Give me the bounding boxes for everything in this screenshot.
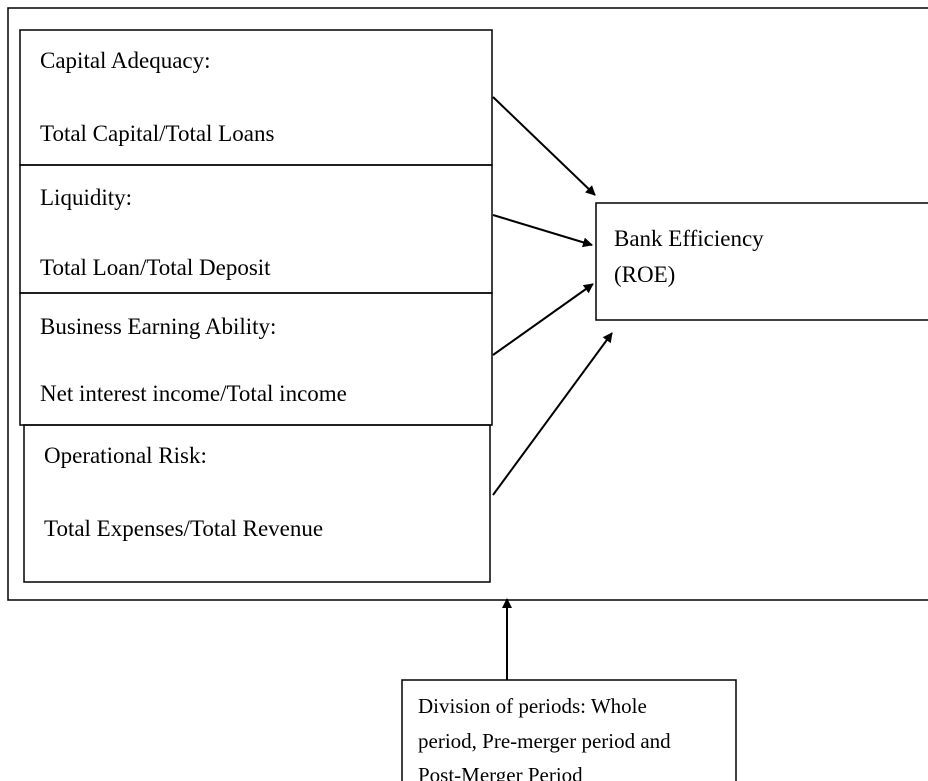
outcome-box — [595, 202, 928, 321]
input-formula: Net interest income/Total income — [40, 381, 347, 406]
input-title: Liquidity: — [40, 185, 132, 210]
arrow — [492, 214, 593, 248]
moderator-text: Division of periods: Whole — [418, 694, 647, 718]
arrow — [492, 96, 596, 196]
outcome-text: Bank Efficiency — [614, 226, 764, 251]
arrow — [492, 283, 594, 356]
input-box — [23, 424, 491, 583]
input-formula: Total Expenses/Total Revenue — [44, 516, 323, 541]
moderator-box — [401, 679, 737, 781]
input-title: Capital Adequacy: — [40, 48, 211, 73]
outcome-text: (ROE) — [614, 262, 675, 287]
moderator-text: period, Pre-merger period and — [418, 729, 671, 753]
input-title: Operational Risk: — [44, 443, 207, 468]
input-formula: Total Capital/Total Loans — [40, 121, 274, 146]
input-title: Business Earning Ability: — [40, 314, 276, 339]
input-formula: Total Loan/Total Deposit — [40, 255, 271, 280]
outer-frame — [7, 7, 928, 601]
arrow — [492, 332, 613, 496]
moderator-text: Post-Merger Period — [418, 763, 583, 781]
